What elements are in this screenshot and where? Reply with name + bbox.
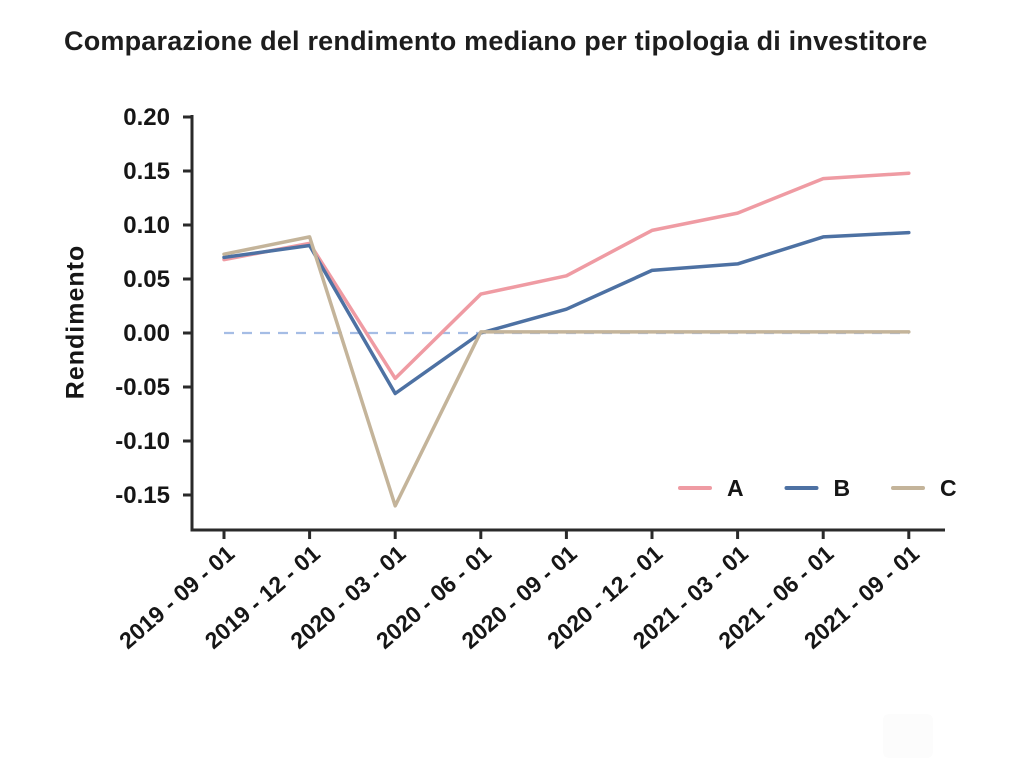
y-tick-label: 0.05	[123, 266, 170, 293]
axes-line	[190, 115, 945, 532]
y-tick-label: -0.15	[115, 482, 170, 509]
chart-title: Comparazione del rendimento mediano per …	[64, 26, 928, 56]
series-line-B	[222, 230, 911, 396]
y-tick-label: 0.10	[123, 212, 170, 239]
series-line-C	[222, 235, 911, 508]
y-tick-label: 0.15	[123, 158, 170, 185]
legend-label-B: B	[834, 475, 851, 501]
y-tick-label: 0.00	[123, 320, 170, 347]
legend-label-C: C	[940, 475, 957, 501]
y-tick-label: -0.10	[115, 428, 170, 455]
series-line-A	[222, 171, 911, 381]
legend-label-A: A	[727, 475, 744, 501]
watermark	[883, 714, 933, 758]
y-tick-label: -0.05	[115, 374, 170, 401]
y-tick-label: 0.20	[123, 104, 170, 131]
